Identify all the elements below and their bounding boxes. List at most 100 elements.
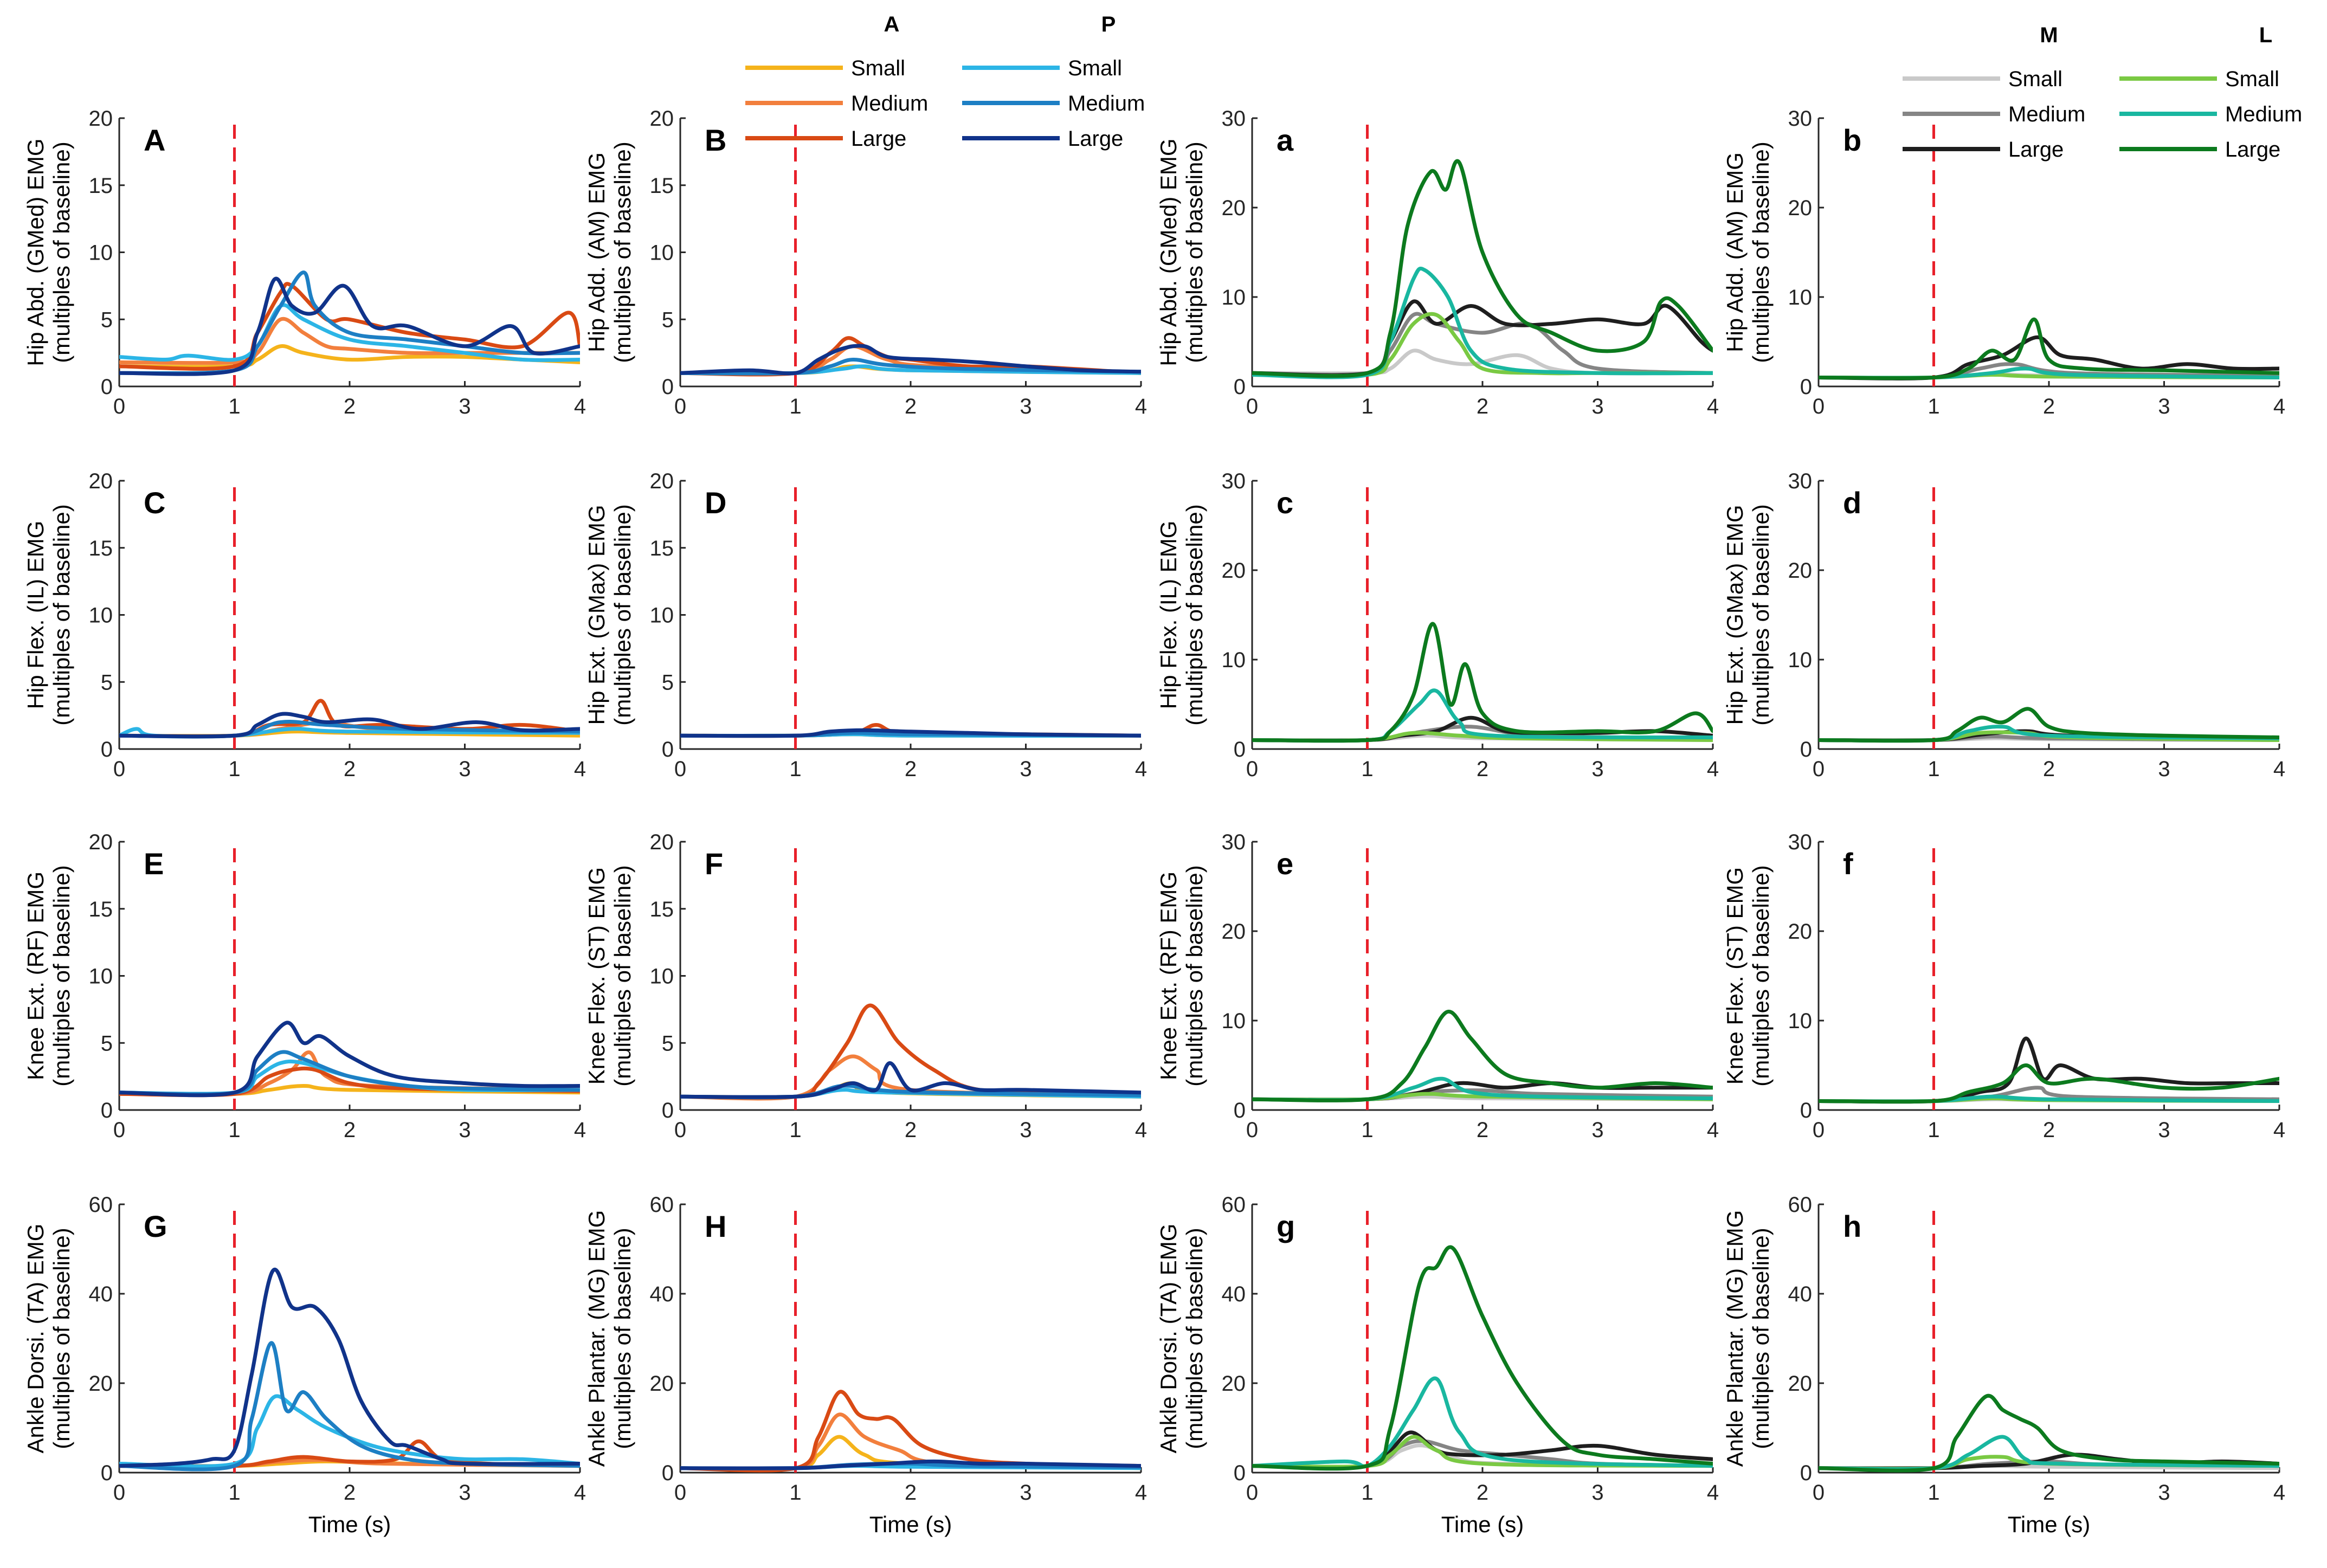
y-tick-label: 20 [89,469,113,493]
x-tick-label: 0 [674,1118,686,1142]
x-tick-label: 4 [1707,1118,1719,1142]
legend-label: Small [851,56,905,80]
y-tick-label: 60 [89,1193,113,1217]
y-tick-label: 20 [1788,1372,1813,1396]
y-tick-label: 20 [89,107,113,131]
y-tick-label: 20 [650,830,674,854]
panel-c: 0 10 20 30 0 1 2 3 4 c Hip Flex. (IL) EMG (multiple… [1156,469,1719,781]
y-tick-label: 20 [1788,196,1813,220]
legend-group-title: P [1101,12,1116,36]
x-tick-label: 2 [905,757,917,781]
x-tick-label: 1 [1361,757,1373,781]
y-tick-label: 20 [89,830,113,854]
y-axis-label: Hip Ext. (GMax) EMG [1722,505,1748,725]
x-tick-label: 1 [789,1118,801,1142]
panel-h: 0 20 40 60 0 1 2 3 4 h Ankle Plantar. (MG) EMG (mul… [1722,1193,2285,1537]
y-axis-label-units: (multiples of baseline) [1748,1228,1774,1449]
y-tick-label: 10 [1222,648,1246,672]
y-tick-label: 60 [1788,1193,1813,1217]
x-tick-label: 1 [1361,1118,1373,1142]
y-tick-label: 5 [662,1031,674,1055]
series-line-a-large [680,1003,1141,1100]
x-tick-label: 0 [113,395,125,418]
x-tick-label: 2 [2043,757,2055,781]
y-axis-label-units: (multiples of baseline) [610,1228,635,1449]
y-tick-label: 0 [1234,738,1246,762]
legend-label: Large [851,127,906,151]
x-tick-label: 3 [2158,1481,2170,1505]
y-tick-label: 30 [1788,469,1813,493]
series-group [1252,1245,1713,1471]
series-group [1252,1010,1713,1102]
y-tick-label: 30 [1788,830,1813,854]
y-tick-label: 30 [1222,107,1246,131]
x-tick-label: 0 [113,1118,125,1142]
x-tick-label: 0 [113,1481,125,1505]
y-axis-label: Ankle Plantar. (MG) EMG [584,1210,609,1467]
series-line-p-small [119,727,580,739]
y-tick-label: 20 [89,1372,113,1396]
x-tick-label: 0 [1246,757,1258,781]
panel-label: c [1277,486,1293,520]
series-line-p-medium [119,1341,580,1472]
y-tick-label: 40 [89,1282,113,1306]
x-tick-label: 4 [2273,1481,2285,1505]
panel-B: 0 5 10 15 20 0 1 2 3 4 B Hip Add. (AM) EMG (multiple… [584,107,1147,418]
y-tick-label: 20 [1788,559,1813,583]
x-tick-label: 1 [1361,395,1373,418]
x-tick-label: 1 [1928,1118,1939,1142]
y-tick-label: 0 [1800,1461,1812,1485]
x-tick-label: 2 [1477,1118,1488,1142]
y-tick-label: 5 [101,1031,113,1055]
y-tick-label: 20 [1222,1372,1246,1396]
x-tick-label: 2 [344,1118,356,1142]
y-tick-label: 20 [1222,559,1246,583]
x-tick-label: 2 [1477,757,1488,781]
panel-f: 0 10 20 30 0 1 2 3 4 f Knee Flex. (ST) EMG (multipl… [1722,830,2285,1142]
series-line-l-medium [1252,1376,1713,1469]
x-tick-label: 1 [789,395,801,418]
x-axis-label: Time (s) [1441,1512,1524,1537]
x-tick-label: 0 [1246,1481,1258,1505]
y-tick-label: 5 [101,670,113,694]
panel-a: 0 10 20 30 0 1 2 3 4 a Hip Abd. (GMed) EMG (multipl… [1156,107,1719,418]
legend-label: Medium [1068,92,1145,115]
y-axis-label: Ankle Plantar. (MG) EMG [1722,1210,1748,1467]
x-tick-label: 4 [1135,1481,1147,1505]
x-tick-label: 2 [344,395,356,418]
y-tick-label: 10 [1788,286,1813,309]
y-axis-label: Knee Flex. (ST) EMG [584,867,609,1085]
y-tick-label: 0 [1234,375,1246,399]
series-group [1252,622,1713,743]
y-axis-label-units: (multiples of baseline) [49,141,74,363]
y-tick-label: 10 [650,965,674,989]
x-tick-label: 0 [674,757,686,781]
y-axis-label: Knee Flex. (ST) EMG [1722,867,1748,1085]
x-tick-label: 3 [1591,395,1603,418]
x-tick-label: 4 [574,1118,586,1142]
panel-label: E [144,847,164,881]
y-tick-label: 10 [89,604,113,628]
y-axis-label: Hip Ext. (GMax) EMG [584,505,609,725]
y-axis-label-units: (multiples of baseline) [610,504,635,726]
panel-C: 0 5 10 15 20 0 1 2 3 4 C Hip Flex. (IL) EMG (multipl… [23,469,586,781]
y-tick-label: 0 [101,1461,113,1485]
series-line-l-large [1252,1010,1713,1102]
y-tick-label: 20 [1788,920,1813,944]
panel-d: 0 10 20 30 0 1 2 3 4 d Hip Ext. (GMax) EMG (multipl… [1722,469,2285,781]
y-tick-label: 40 [650,1282,674,1306]
series-line-l-large [1819,1063,2279,1104]
legend-group-title: L [2259,23,2272,47]
y-tick-label: 30 [1788,107,1813,131]
x-tick-label: 3 [459,1118,470,1142]
x-tick-label: 4 [574,395,586,418]
y-axis-label: Hip Add. (AM) EMG [1722,152,1748,352]
x-tick-label: 3 [1020,395,1032,418]
y-axis-label: Hip Abd. (GMed) EMG [1156,138,1181,366]
x-tick-label: 3 [459,1481,470,1505]
series-group [119,699,580,739]
y-tick-label: 10 [1788,1009,1813,1033]
series-line-p-small [119,303,580,362]
panel-label: C [144,486,165,520]
panel-label: D [705,486,726,520]
